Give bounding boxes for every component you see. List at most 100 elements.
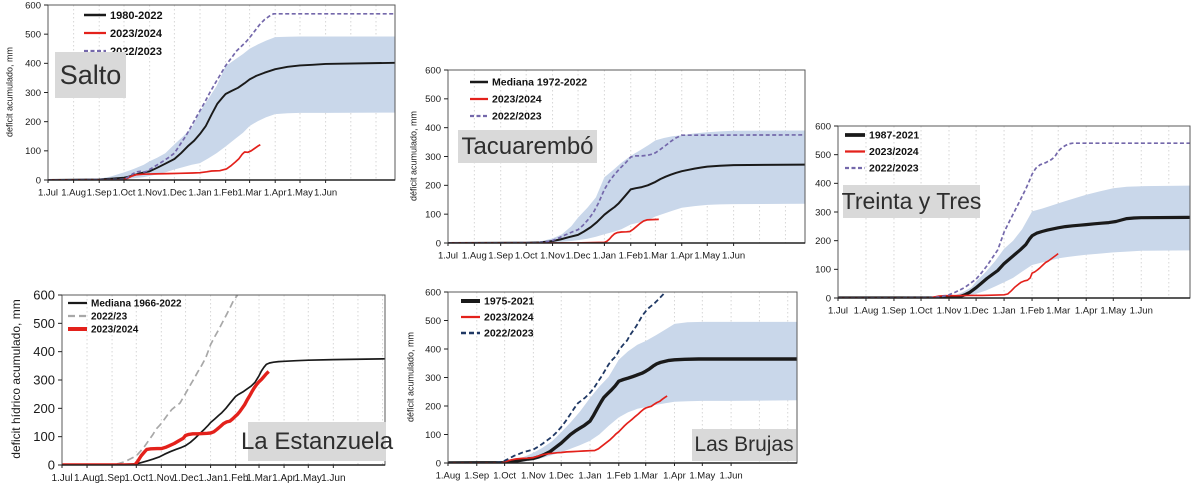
x-tick-label: 1.Feb	[223, 473, 249, 484]
x-tick-label: 1.Dec	[172, 473, 198, 484]
y-tick-label: 300	[425, 373, 441, 384]
percentile-band	[533, 130, 805, 243]
series-1987-2021	[838, 215, 1190, 298]
x-tick-label: 1.Sep	[882, 306, 907, 317]
series-1980-2022	[48, 61, 395, 180]
legend-label: 1975-2021	[484, 296, 534, 308]
legend-label: 2023/2024	[869, 146, 919, 158]
x-tick-label: 1.Jan	[992, 306, 1015, 317]
y-tick-label: 400	[815, 179, 831, 190]
chart-la-estanzuela: 0 100 200 300 400 500 600 1.Jul 1.Aug 1.Sep 1.Oct 1…	[0, 283, 400, 490]
x-tick-label: 1.Feb	[1020, 306, 1044, 317]
y-tick-label: 300	[33, 373, 55, 388]
y-tick-label: 300	[425, 152, 441, 163]
series-2022/2023	[48, 12, 395, 180]
y-tick-label: 0	[436, 458, 441, 469]
series-2023/2024	[48, 143, 261, 180]
legend-label: 2023/2024	[91, 325, 139, 336]
y-tick-label: 500	[425, 94, 441, 105]
x-tick-label: 1.Jul	[51, 473, 72, 484]
legend-label: 2022/23	[91, 312, 128, 323]
percentile-band	[944, 185, 1190, 298]
x-tick-label: 1.Jan	[578, 471, 601, 482]
x-tick-label: 1.Jan	[188, 188, 211, 199]
y-tick-label: 400	[25, 59, 41, 70]
x-tick-label: 1.Jan	[593, 251, 616, 262]
y-tick-label: 0	[436, 238, 441, 249]
series-2023/2024	[838, 252, 1059, 298]
tacuarembo-y-axis-label: déficit acumulado, mm	[408, 110, 419, 202]
y-tick-label: 200	[425, 181, 441, 192]
y-tick-label: 100	[33, 429, 55, 444]
series-2023/2024	[62, 370, 270, 465]
x-tick-label: 1.May	[295, 473, 322, 484]
la-estanzuela-title: La Estanzuela	[241, 422, 393, 461]
legend-label: 2023/2024	[492, 94, 542, 106]
x-tick-label: 1.Feb	[607, 471, 631, 482]
x-tick-label: 1.Dec	[964, 306, 989, 317]
x-tick-label: 1.Aug	[61, 188, 86, 199]
legend-label: 1980-2022	[110, 10, 163, 22]
y-tick-label: 400	[33, 344, 55, 359]
legend-label: 1987-2021	[869, 130, 919, 142]
y-tick-label: 500	[815, 150, 831, 161]
x-tick-label: 1.May	[1100, 306, 1126, 317]
x-tick-label: 1.Aug	[854, 306, 879, 317]
salto-y-axis-label: deficit acumulado, mm	[4, 46, 15, 138]
series-2022/2023	[448, 134, 805, 243]
x-tick-label: 1.Feb	[619, 251, 643, 262]
y-tick-label: 600	[425, 65, 441, 76]
x-tick-label: 1.Apr	[272, 473, 297, 484]
series-2022/2023	[448, 292, 666, 463]
legend-label: 2022/2023	[869, 163, 919, 175]
x-tick-label: 1.Sep	[87, 188, 112, 199]
x-tick-label: 1.Jun	[321, 473, 345, 484]
y-tick-label: 500	[25, 29, 41, 40]
legend-label: 2022/2023	[484, 328, 534, 340]
y-tick-label: 600	[815, 121, 831, 132]
y-tick-label: 100	[425, 209, 441, 220]
x-tick-label: 1.Nov	[937, 306, 962, 317]
x-tick-label: 1.Aug	[74, 473, 100, 484]
y-tick-label: 600	[25, 0, 41, 11]
series-Mediana 1972-2022	[448, 163, 805, 243]
x-tick-label: 1.Nov	[148, 473, 174, 484]
legend-label: 2023/2024	[110, 28, 163, 40]
x-tick-label: 1.Sep	[99, 473, 126, 484]
x-tick-label: 1.Apr	[670, 251, 693, 262]
x-tick-label: 1.Sep	[464, 471, 489, 482]
chart-treinta-y-tres: 0 100 200 300 400 500 600 1.Jul 1.Aug 1.Sep 1.Oct 1…	[800, 103, 1200, 318]
y-tick-label: 400	[425, 344, 441, 355]
treinta-y-tres-plot-canvas: 0 100 200 300 400 500 600 1.Jul 1.Aug 1.Sep 1.Oct 1…	[815, 121, 1191, 317]
y-tick-label: 100	[25, 146, 41, 157]
x-tick-label: 1.Jan	[198, 473, 222, 484]
series-2023/2024	[448, 395, 668, 463]
x-tick-label: 1.Apr	[1075, 306, 1098, 317]
tacuarembo-title: Tacuarembó	[458, 130, 597, 163]
x-tick-label: 1.Nov	[540, 251, 565, 262]
chart-salto: 0 100 200 300 400 500 600 1.Jul 1.Aug 1.Sep 1.Oct 1…	[0, 0, 400, 205]
x-tick-label: 1.Feb	[213, 188, 237, 199]
y-tick-label: 500	[425, 316, 441, 327]
series-Mediana 1966-2022	[62, 357, 385, 465]
x-tick-label: 1.Dec	[162, 188, 187, 199]
x-tick-label: 1.Apr	[264, 188, 287, 199]
y-tick-label: 200	[25, 117, 41, 128]
x-tick-label: 1.Mar	[634, 471, 658, 482]
las-brujas-title: Las Brujas	[692, 429, 796, 461]
x-tick-label: 1.May	[287, 188, 313, 199]
percentile-band	[99, 36, 395, 180]
y-tick-label: 600	[33, 288, 55, 303]
x-tick-label: 1.Jun	[722, 251, 745, 262]
y-tick-label: 100	[815, 265, 831, 276]
x-tick-label: 1.Aug	[436, 471, 461, 482]
series-2022/2023	[838, 142, 1190, 298]
x-tick-label: 1.May	[694, 251, 720, 262]
x-tick-label: 1.Jul	[438, 251, 458, 262]
x-tick-label: 1.Jul	[828, 306, 848, 317]
x-tick-label: 1.Mar	[237, 188, 261, 199]
legend-label: 2023/2024	[484, 312, 534, 324]
x-tick-label: 1.Nov	[521, 471, 546, 482]
